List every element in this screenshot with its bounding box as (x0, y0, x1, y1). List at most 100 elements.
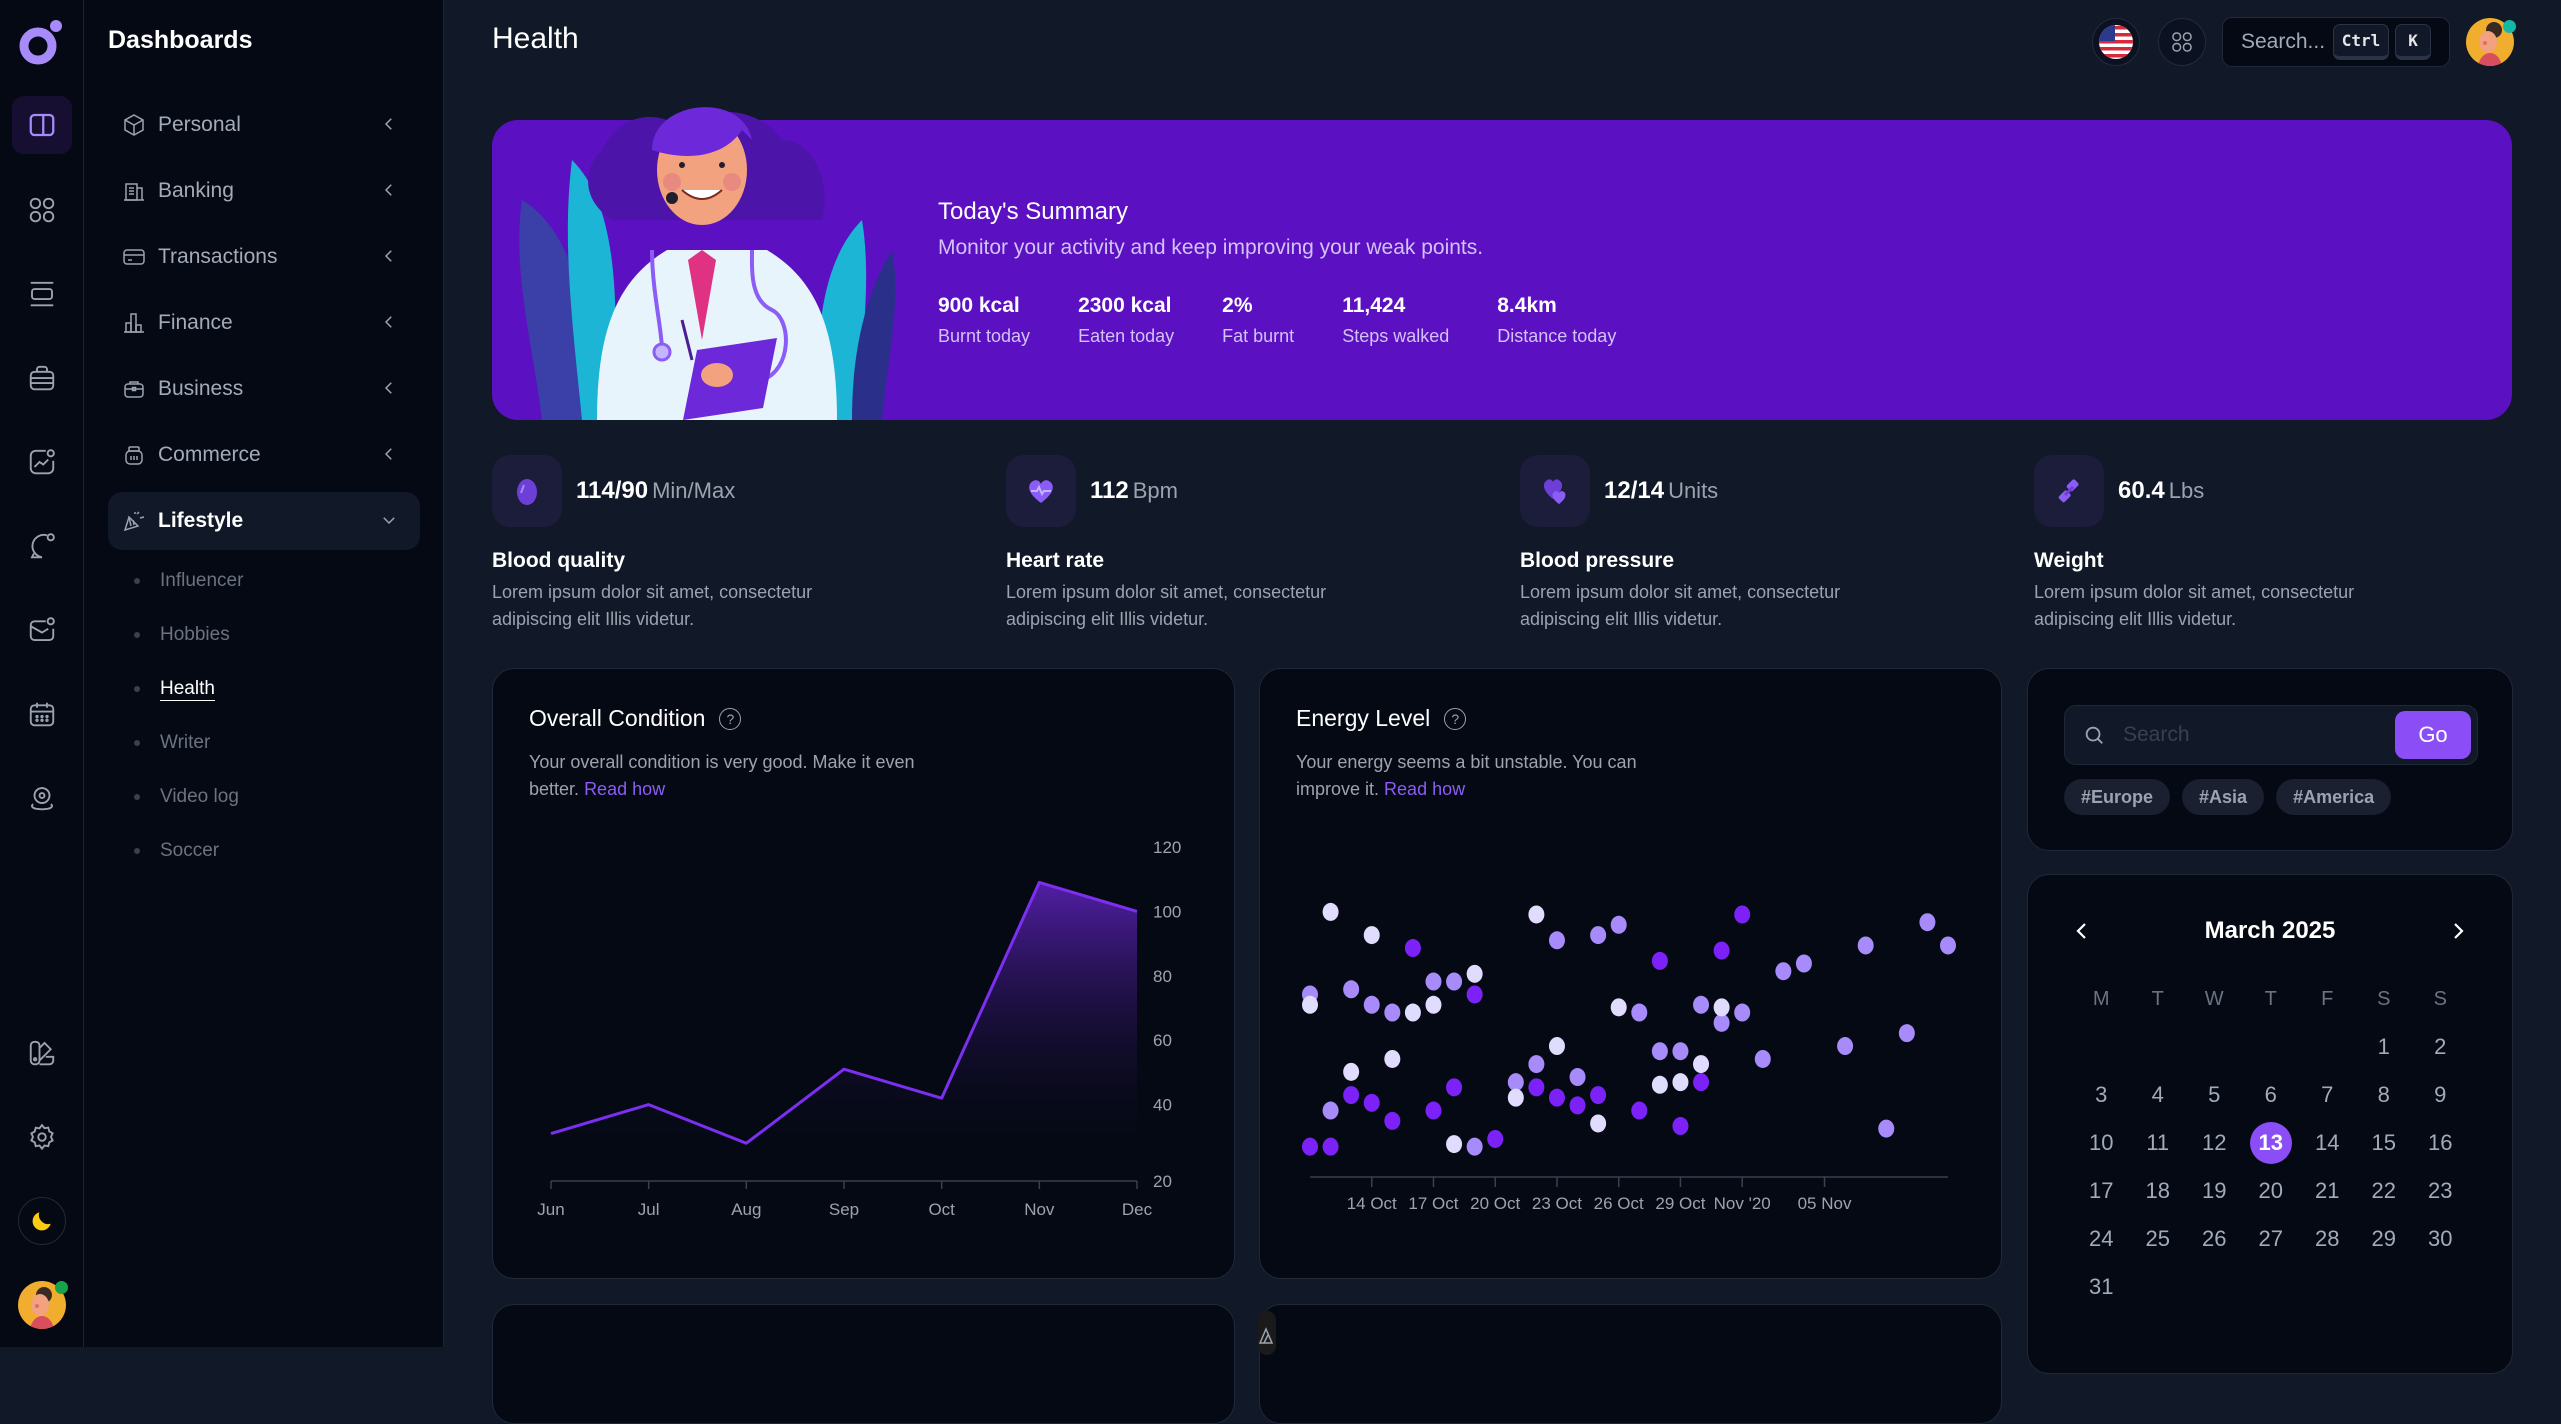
rail-dashboards-button[interactable] (12, 96, 72, 154)
calendar-day[interactable]: 26 (2202, 1226, 2227, 1251)
go-button[interactable]: Go (2395, 711, 2471, 759)
blood-drop-icon (517, 479, 537, 505)
briefcase-icon (124, 381, 144, 398)
nuxt-badge[interactable] (1258, 1311, 1276, 1355)
avatar-woman-icon (2478, 22, 2502, 66)
calendar-day[interactable]: 23 (2428, 1178, 2453, 1203)
sidebar-item-label: Banking (158, 179, 234, 202)
help-icon[interactable]: ? (1444, 707, 1467, 730)
calendar-day[interactable]: 28 (2315, 1226, 2340, 1251)
calendar-day[interactable]: 21 (2315, 1178, 2340, 1203)
chat-icon (30, 533, 55, 559)
svg-text:Sep: Sep (829, 1200, 859, 1219)
rail-layouts-button[interactable] (12, 265, 72, 323)
rail-map-button[interactable] (12, 769, 72, 827)
calendar-day[interactable]: 9 (2434, 1082, 2447, 1107)
search-input[interactable] (2123, 723, 2383, 747)
sidebar-subitem-influencer[interactable]: Influencer (134, 566, 243, 596)
calendar-day[interactable]: 14 (2315, 1130, 2340, 1155)
calendar-day[interactable]: 25 (2145, 1226, 2170, 1251)
svg-text:17 Oct: 17 Oct (1408, 1194, 1458, 1213)
tag-america[interactable]: #America (2276, 779, 2392, 815)
sidebar-subitem-health[interactable]: Health (134, 674, 215, 704)
calendar-day[interactable]: 27 (2258, 1226, 2283, 1251)
svg-text:23 Oct: 23 Oct (1532, 1194, 1582, 1213)
weekday-label: S (2433, 987, 2447, 1010)
sidebar-subitem-writer[interactable]: Writer (134, 728, 210, 758)
rail-apps-button[interactable] (12, 181, 72, 239)
calendar-day[interactable]: 6 (2264, 1082, 2277, 1107)
language-button[interactable] (2092, 18, 2140, 66)
calendar-day[interactable]: 20 (2258, 1178, 2283, 1203)
banner-subtitle: Monitor your activity and keep improving… (938, 236, 1484, 259)
rail-analytics-button[interactable] (12, 433, 72, 491)
read-how-link[interactable]: Read how (584, 779, 666, 799)
rail-messages-button[interactable] (12, 517, 72, 575)
svg-text:80: 80 (1153, 967, 1172, 986)
calendar-day[interactable]: 11 (2146, 1130, 2170, 1155)
sidebar-subitem-soccer[interactable]: Soccer (134, 836, 219, 866)
list-icon (30, 281, 54, 307)
rail-mail-button[interactable] (12, 601, 72, 659)
sidebar-item-personal[interactable]: Personal (108, 96, 420, 154)
rail-business-button[interactable] (12, 349, 72, 407)
briefcase-icon (29, 365, 55, 391)
theme-toggle-button[interactable] (18, 1197, 66, 1245)
sidebar-item-lifestyle[interactable]: Lifestyle (108, 492, 420, 550)
sidebar-item-business[interactable]: Business (108, 360, 420, 418)
weekday-label: S (2377, 987, 2391, 1010)
calendar-day[interactable]: 29 (2371, 1226, 2396, 1251)
calendar-day[interactable]: 19 (2202, 1178, 2227, 1203)
brand-logo-icon[interactable] (18, 18, 66, 66)
sidebar-subitem-video-log[interactable]: Video log (134, 782, 239, 812)
tag-europe[interactable]: #Europe (2064, 779, 2171, 815)
calendar-day[interactable]: 8 (2377, 1082, 2390, 1107)
overall-condition-card: Overall Condition? Your overall conditio… (492, 668, 1235, 1279)
sidebar-subitem-hobbies[interactable]: Hobbies (134, 620, 230, 650)
sidebar-item-finance[interactable]: Finance (108, 294, 420, 352)
sidebar-item-banking[interactable]: Banking (108, 162, 420, 220)
tag-asia[interactable]: #Asia (2182, 779, 2265, 815)
palette-icon (29, 1040, 55, 1066)
card-desc-text: Your overall condition is very good. Mak… (529, 752, 915, 799)
calendar-day[interactable]: 22 (2371, 1178, 2396, 1203)
read-how-link[interactable]: Read how (1384, 779, 1466, 799)
calendar-day[interactable]: 16 (2428, 1130, 2453, 1155)
sidebar-item-commerce[interactable]: Commerce (108, 426, 420, 484)
calendar-day[interactable]: 7 (2321, 1082, 2334, 1107)
calendar-day[interactable]: 17 (2089, 1178, 2114, 1203)
calendar-day[interactable]: 5 (2208, 1082, 2221, 1107)
global-search-button[interactable]: Search... Ctrl K (2222, 17, 2450, 67)
svg-text:14 Oct: 14 Oct (1347, 1194, 1397, 1213)
apps-button[interactable] (2158, 18, 2206, 66)
calendar-day[interactable]: 4 (2151, 1082, 2164, 1107)
chart-icon (29, 449, 55, 475)
calendar-day[interactable]: 3 (2095, 1082, 2108, 1107)
rail-calendar-button[interactable] (12, 685, 72, 743)
calendar-day[interactable]: 18 (2145, 1178, 2170, 1203)
calendar-day[interactable]: 1 (2377, 1034, 2390, 1059)
calendar-day[interactable]: 10 (2089, 1130, 2114, 1155)
stat-value: 2% (1222, 294, 1253, 317)
calendar-day[interactable]: 12 (2202, 1130, 2227, 1155)
sidebar: Dashboards Personal Banking Transactions… (84, 0, 444, 1347)
stat-blood-quality: 114/90 Min/Max Blood quality Lorem ipsum … (492, 455, 952, 633)
calendar-day-selected[interactable]: 13 (2243, 1119, 2300, 1167)
calendar-day[interactable]: 15 (2371, 1130, 2396, 1155)
hearts-icon (1543, 479, 1566, 504)
chevron-left-icon[interactable] (2070, 919, 2094, 943)
calendar-day[interactable]: 30 (2428, 1226, 2453, 1251)
sidebar-item-transactions[interactable]: Transactions (108, 228, 420, 286)
card-desc: Your energy seems a bit unstable. You ca… (1296, 749, 1686, 803)
stat-value: 2300 kcal (1078, 294, 1172, 317)
help-icon[interactable]: ? (719, 707, 742, 730)
stat-label: Fat burnt (1222, 326, 1295, 346)
rail-settings-button[interactable] (12, 1108, 72, 1166)
chevron-right-icon[interactable] (2446, 919, 2470, 943)
chevron-down-icon (383, 517, 395, 525)
rail-customize-button[interactable] (12, 1024, 72, 1082)
calendar-day[interactable]: 24 (2089, 1226, 2114, 1251)
chevron-left-icon (384, 316, 392, 328)
calendar-day[interactable]: 2 (2434, 1034, 2447, 1059)
calendar-day[interactable]: 31 (2089, 1274, 2114, 1299)
